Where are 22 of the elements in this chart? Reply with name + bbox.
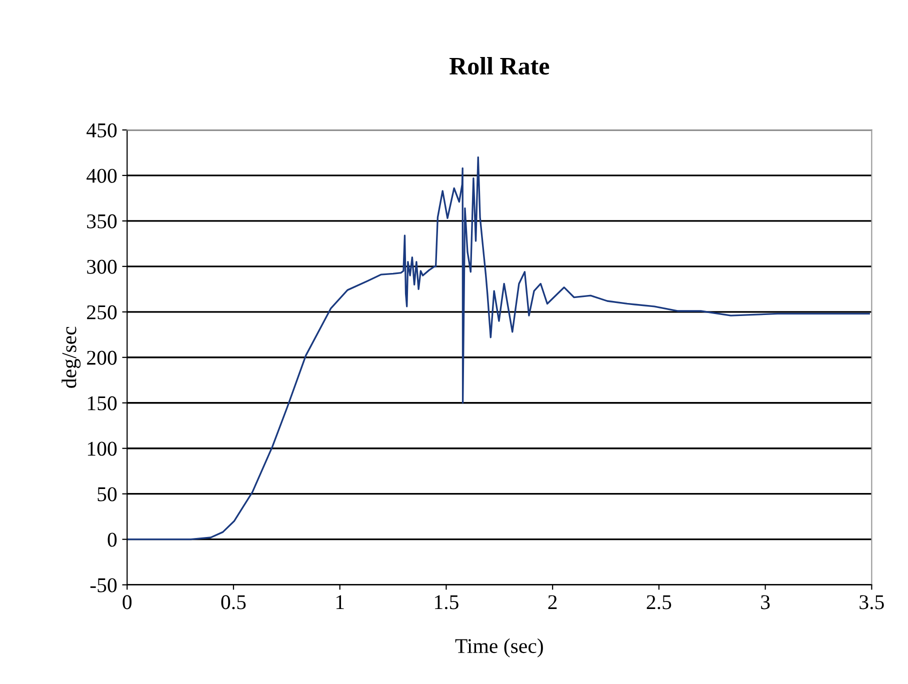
- y-tick-label: 450: [86, 123, 117, 138]
- y-tick-label: 150: [88, 396, 117, 410]
- y-axis-title: deg/sec: [62, 326, 81, 388]
- x-tick-label: 2.5: [646, 595, 672, 610]
- x-tick-label: 1.5: [435, 595, 458, 610]
- x-axis-title: Time (sec): [455, 638, 543, 658]
- y-tick-label: -50: [90, 578, 117, 592]
- y-tick-label: 200: [87, 350, 117, 365]
- y-tick-label: 0: [108, 532, 117, 547]
- x-tick-label: 0: [122, 595, 132, 610]
- x-tick-label: 0.5: [221, 595, 246, 610]
- y-tick-label: 400: [86, 168, 117, 183]
- y-tick-label: 300: [87, 260, 117, 274]
- x-tick-label: 3.5: [860, 595, 884, 610]
- x-tick-label: 3: [761, 595, 770, 610]
- y-tick-label: 350: [87, 214, 117, 228]
- x-tick-label: 1: [336, 595, 344, 609]
- x-tick-label: 2: [548, 595, 557, 609]
- y-tick-label: 100: [88, 442, 117, 456]
- y-tick-label: 250: [87, 305, 117, 320]
- chart-title: Roll Rate: [449, 57, 550, 75]
- y-tick-label: 50: [98, 487, 117, 502]
